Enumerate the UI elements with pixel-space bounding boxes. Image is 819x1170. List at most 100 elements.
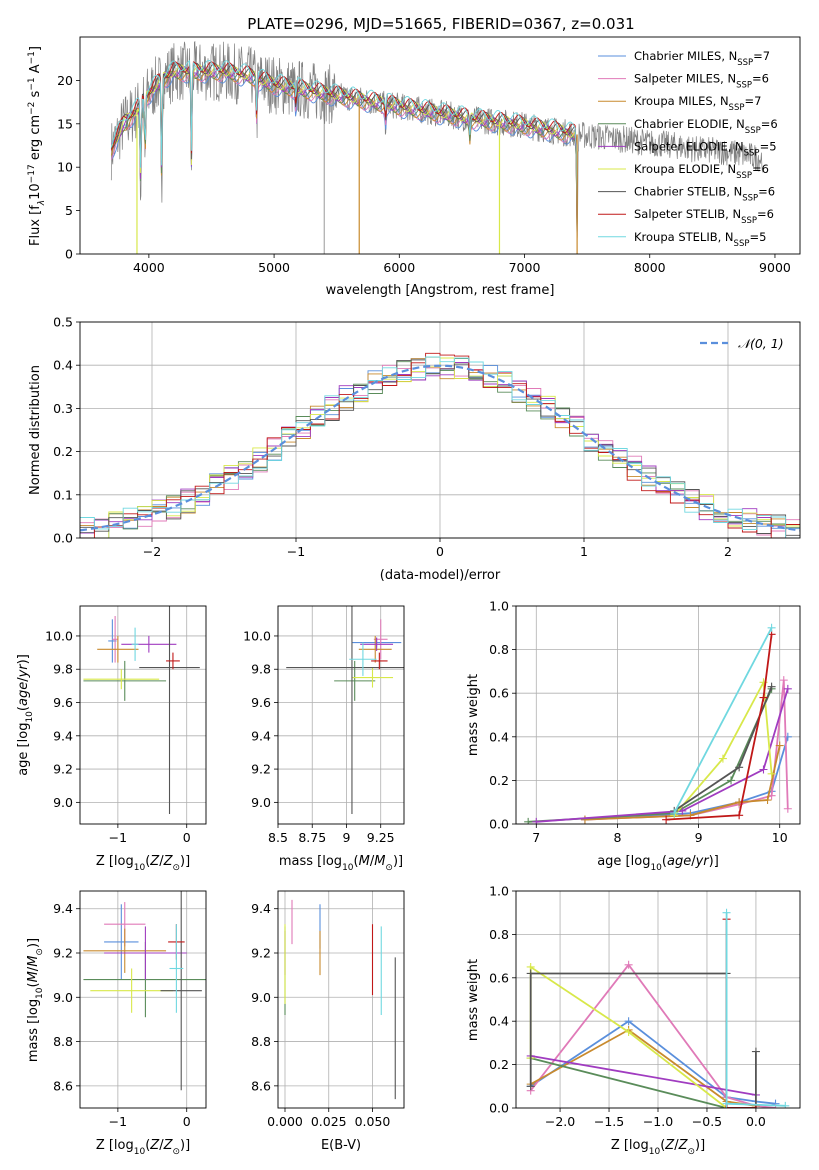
y-tick-label: 1.0: [489, 599, 509, 614]
weight-marker-chabrier-stelib: [767, 682, 776, 691]
x-tick-label: 6000: [383, 260, 415, 275]
axes-frame: [277, 605, 405, 825]
x-axis-label: age [log10(age/yr)]: [597, 854, 719, 873]
x-tick-label: 0: [436, 544, 444, 559]
weight-line-salpeter-elodie: [530, 1055, 757, 1096]
y-axis-label: mass weight: [466, 674, 481, 756]
x-tick-label: 4000: [133, 260, 165, 275]
weight-marker-salpeter-elodie: [678, 806, 687, 815]
legend-label: Salpeter STELIB, NSSP=6: [634, 207, 774, 226]
x-tick-label: 0.0: [746, 1114, 766, 1129]
legend-label: Kroupa STELIB, NSSP=5: [634, 230, 766, 249]
axes-frame: [79, 321, 801, 539]
x-tick-label: 5000: [258, 260, 290, 275]
weight-marker-kroupa-miles: [775, 741, 784, 750]
weight-marker-kroupa-elodie: [624, 1028, 633, 1037]
x-tick-label: −0.5: [692, 1114, 722, 1129]
x-tick-label: 8: [613, 830, 621, 845]
legend-label: Salpeter MILES, NSSP=6: [634, 72, 769, 91]
axes-frame: [79, 605, 207, 825]
axes-frame: [515, 605, 801, 825]
weight-marker-chabrier-stelib: [751, 1047, 760, 1056]
weight-marker-kroupa-stelib: [781, 1101, 790, 1108]
x-tick-label: 8000: [634, 260, 666, 275]
y-tick-label: 0.6: [489, 686, 509, 701]
x-tick-label: 8.5: [268, 830, 288, 845]
panel-mass-age: 8.5 8.75 9 9.25 9.0 9.2 9.4 9.6 9.8 10.0 mass [log…: [243, 605, 405, 873]
legend-label: Kroupa ELODIE, NSSP=6: [634, 162, 769, 181]
x-tick-label: 9: [695, 830, 703, 845]
x-axis-label: Z [log10(Z/Z⊙)]: [96, 854, 190, 873]
y-tick-label: 0.6: [489, 970, 509, 985]
y-tick-label: 0.4: [53, 358, 73, 373]
weight-marker-chabrier-stelib: [526, 969, 535, 978]
y-tick-label: 0.0: [53, 531, 73, 546]
panel-spectrum: 4000 5000 6000 7000 8000 9000 0 5 10 15 20 Chabrier…: [27, 36, 801, 298]
weight-marker-salpeter-elodie: [759, 765, 768, 774]
x-tick-label: −1.0: [643, 1114, 673, 1129]
plot-area: [80, 352, 800, 538]
y-tick-label: 9.2: [53, 946, 73, 961]
x-tick-label: 9.25: [367, 830, 395, 845]
y-axis-label: Normed distribution: [28, 365, 43, 495]
weight-marker-salpeter-miles: [624, 960, 633, 969]
y-tick-label: 9.6: [251, 695, 271, 710]
y-tick-label: 0.4: [489, 729, 509, 744]
weight-marker-kroupa-elodie: [767, 769, 776, 778]
x-tick-label: 0: [183, 830, 191, 845]
axes-frame: [515, 890, 801, 1109]
weight-line-chabrier-miles: [584, 736, 789, 821]
y-tick-label: 8.6: [53, 1078, 73, 1093]
legend-label: Chabrier MILES, NSSP=7: [634, 49, 770, 68]
y-tick-label: 9.8: [53, 662, 73, 677]
y-tick-label: 10.0: [45, 628, 73, 643]
y-tick-label: 8.6: [251, 1078, 271, 1093]
y-tick-label: 0.8: [489, 927, 509, 942]
panel-z-age: −1 0 9.0 9.2 9.4 9.6 9.8 10.0 Z [log10(Z/Z⊙)] age…: [16, 605, 207, 873]
histogram-kroupa-stelib: [80, 356, 800, 538]
model-spectrum-salpeter-stelib: [110, 61, 578, 225]
normal-distribution-curve: [80, 364, 800, 532]
x-tick-label: 10: [772, 830, 788, 845]
x-tick-label: 1: [580, 544, 588, 559]
histogram-salpeter-stelib: [80, 352, 800, 538]
x-axis-label: mass [log10(M/M⊙)]: [279, 854, 403, 873]
observed-spectrum-line: [110, 40, 763, 243]
weight-marker-salpeter-stelib: [662, 815, 671, 824]
legend-label-normal: 𝒩(0, 1): [738, 336, 784, 351]
x-tick-label: 0.050: [355, 1114, 391, 1129]
y-tick-label: 0.1: [53, 487, 73, 502]
figure-title: PLATE=0296, MJD=51665, FIBERID=0367, z=0…: [247, 15, 634, 33]
y-tick-label: 10.0: [243, 628, 271, 643]
weight-marker-chabrier-stelib: [735, 763, 744, 772]
y-tick-label: 20: [57, 73, 73, 88]
legend-label: Chabrier STELIB, NSSP=6: [634, 185, 775, 204]
weight-line-salpeter-miles: [584, 680, 789, 821]
axes-frame: [79, 890, 207, 1109]
plot-area: [526, 908, 790, 1108]
y-tick-label: 9.2: [53, 762, 73, 777]
x-axis-label: wavelength [Angstrom, rest frame]: [326, 283, 555, 298]
weight-line-kroupa-elodie: [673, 679, 773, 816]
weight-marker-kroupa-stelib: [722, 908, 731, 917]
weight-line-chabrier-elodie: [530, 1057, 756, 1108]
x-tick-label: 0.025: [311, 1114, 347, 1129]
x-tick-label: 0: [183, 1114, 191, 1129]
y-axis-label: mass weight: [466, 959, 481, 1041]
x-tick-label: 7: [532, 830, 540, 845]
y-tick-label: 5: [65, 203, 73, 218]
x-axis-label: E(B-V): [321, 1138, 361, 1153]
x-tick-label: 2: [724, 544, 732, 559]
y-tick-label: 0: [65, 247, 73, 262]
axes-frame: [79, 36, 801, 255]
y-tick-label: 9.6: [53, 695, 73, 710]
x-tick-label: −1.5: [594, 1114, 624, 1129]
x-tick-label: 0.000: [267, 1114, 303, 1129]
weight-line-salpeter-stelib: [725, 919, 756, 1108]
plot-area: [524, 623, 792, 824]
plot-area: [284, 899, 396, 1100]
x-tick-label: 9000: [759, 260, 791, 275]
weight-line-chabrier-elodie: [528, 688, 773, 823]
weight-marker-kroupa-stelib: [670, 809, 679, 818]
